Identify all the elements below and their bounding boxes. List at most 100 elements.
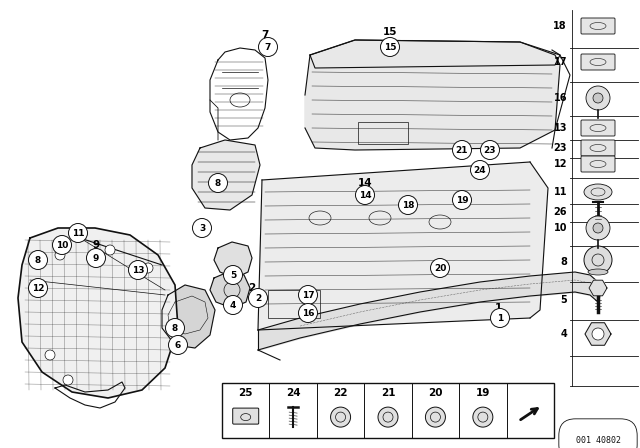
Text: 18: 18 [554, 21, 567, 31]
Text: 18: 18 [402, 201, 414, 210]
Circle shape [355, 185, 374, 204]
Text: 2: 2 [255, 293, 261, 302]
Circle shape [45, 350, 55, 360]
Text: 26: 26 [554, 207, 567, 217]
Text: 9: 9 [93, 254, 99, 263]
Circle shape [584, 246, 612, 274]
Circle shape [592, 328, 604, 340]
Text: 3: 3 [199, 224, 205, 233]
Text: 4: 4 [560, 329, 567, 339]
Polygon shape [310, 40, 560, 68]
Text: 19: 19 [476, 388, 490, 398]
FancyBboxPatch shape [233, 408, 259, 424]
Circle shape [426, 407, 445, 427]
Circle shape [470, 160, 490, 180]
Text: 14: 14 [358, 190, 371, 199]
Text: 11: 11 [554, 187, 567, 197]
Circle shape [298, 285, 317, 305]
Circle shape [452, 141, 472, 159]
Circle shape [143, 263, 153, 273]
Circle shape [593, 93, 603, 103]
Circle shape [105, 245, 115, 255]
Text: 1: 1 [494, 303, 502, 313]
Circle shape [381, 38, 399, 56]
Circle shape [593, 223, 603, 233]
Text: 5: 5 [230, 271, 236, 280]
Text: 15: 15 [384, 43, 396, 52]
FancyBboxPatch shape [581, 18, 615, 34]
Circle shape [166, 319, 184, 337]
Text: 12: 12 [554, 159, 567, 169]
Text: 22: 22 [333, 388, 348, 398]
Text: 16: 16 [301, 309, 314, 318]
FancyBboxPatch shape [581, 54, 615, 70]
Circle shape [490, 309, 509, 327]
Ellipse shape [588, 269, 608, 275]
Circle shape [168, 336, 188, 354]
Circle shape [452, 190, 472, 210]
Circle shape [55, 250, 65, 260]
Text: 23: 23 [554, 143, 567, 153]
Text: 8: 8 [172, 323, 178, 332]
Text: 13: 13 [554, 123, 567, 133]
Polygon shape [210, 272, 250, 308]
Text: 001 40802: 001 40802 [575, 435, 621, 444]
Circle shape [331, 407, 351, 427]
Ellipse shape [584, 184, 612, 200]
Text: 21: 21 [381, 388, 396, 398]
Text: 1: 1 [497, 314, 503, 323]
Circle shape [431, 258, 449, 277]
Circle shape [129, 260, 147, 280]
Text: 13: 13 [132, 266, 144, 275]
Circle shape [86, 249, 106, 267]
Circle shape [52, 236, 72, 254]
Text: 12: 12 [32, 284, 44, 293]
Text: 8: 8 [35, 255, 41, 264]
FancyBboxPatch shape [581, 140, 615, 156]
Text: 20: 20 [434, 263, 446, 272]
Circle shape [248, 289, 268, 307]
Text: 8: 8 [215, 178, 221, 188]
Text: 24: 24 [286, 388, 300, 398]
Text: 7: 7 [265, 43, 271, 52]
FancyBboxPatch shape [581, 120, 615, 136]
Polygon shape [192, 140, 260, 210]
Circle shape [259, 38, 278, 56]
Circle shape [586, 86, 610, 110]
Polygon shape [214, 242, 252, 278]
Circle shape [223, 296, 243, 314]
FancyBboxPatch shape [581, 156, 615, 172]
Polygon shape [305, 40, 560, 150]
Text: 17: 17 [554, 57, 567, 67]
Text: 20: 20 [428, 388, 443, 398]
Bar [222, 383, 554, 438]
Text: 2: 2 [248, 283, 255, 293]
Text: 4: 4 [230, 301, 236, 310]
Circle shape [193, 219, 211, 237]
Polygon shape [258, 162, 548, 330]
Text: 23: 23 [484, 146, 496, 155]
Text: 14: 14 [358, 178, 372, 188]
Text: 17: 17 [301, 290, 314, 300]
Text: 24: 24 [474, 165, 486, 175]
Circle shape [399, 195, 417, 215]
Text: 10: 10 [554, 223, 567, 233]
Polygon shape [162, 285, 215, 348]
Circle shape [298, 303, 317, 323]
Circle shape [29, 279, 47, 297]
Text: 16: 16 [554, 93, 567, 103]
Bar [358, 122, 408, 144]
Text: 11: 11 [72, 228, 84, 237]
Text: 9: 9 [92, 240, 100, 250]
Text: 8: 8 [560, 257, 567, 267]
Text: 15: 15 [383, 27, 397, 37]
Text: 25: 25 [239, 388, 253, 398]
Text: 6: 6 [175, 340, 181, 349]
Text: 5: 5 [560, 295, 567, 305]
Circle shape [378, 407, 398, 427]
Circle shape [209, 173, 227, 193]
Circle shape [29, 250, 47, 270]
Polygon shape [585, 323, 611, 345]
Circle shape [481, 141, 499, 159]
Circle shape [63, 375, 73, 385]
